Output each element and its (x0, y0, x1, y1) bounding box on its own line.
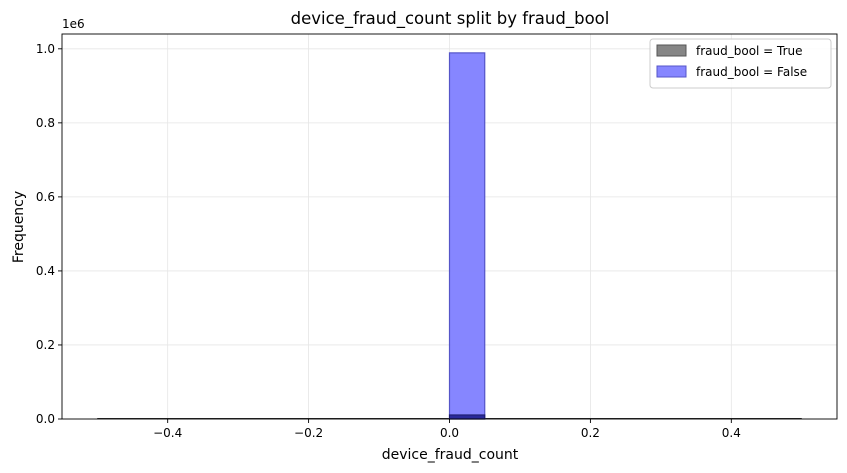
y-axis-label: Frequency (11, 191, 27, 263)
x-tick-label: 0.2 (581, 426, 600, 440)
bar-overlap (449, 414, 486, 420)
legend-swatch (656, 65, 687, 78)
y-tick-label: 1.0 (36, 42, 55, 56)
legend-label: fraud_bool = True (696, 44, 803, 58)
x-tick-label: 0.4 (722, 426, 741, 440)
x-axis-label: device_fraud_count (382, 447, 519, 463)
bar-fraud-false (448, 52, 486, 420)
y-tick-label: 0.2 (36, 338, 55, 352)
y-tick-label: 0.4 (36, 264, 55, 278)
legend: fraud_bool = True fraud_bool = False (649, 38, 832, 89)
y-tick-label: 0.0 (36, 412, 55, 426)
plot-area (61, 33, 838, 420)
chart-title: device_fraud_count split by fraud_bool (291, 9, 610, 29)
legend-frame (649, 38, 832, 89)
y-offset-label: 1e6 (62, 17, 85, 31)
y-tick-label: 0.8 (36, 116, 55, 130)
bars (448, 52, 486, 420)
legend-label: fraud_bool = False (696, 65, 807, 79)
legend-swatch (656, 44, 687, 57)
y-tick-label: 0.6 (36, 190, 55, 204)
x-tick-label: −0.2 (294, 426, 323, 440)
x-tick-label: −0.4 (153, 426, 182, 440)
y-axis: 0.0 0.2 0.4 0.6 0.8 1.0 (36, 42, 62, 426)
x-axis: −0.4 −0.2 0.0 0.2 0.4 (153, 419, 741, 440)
x-tick-label: 0.0 (440, 426, 459, 440)
